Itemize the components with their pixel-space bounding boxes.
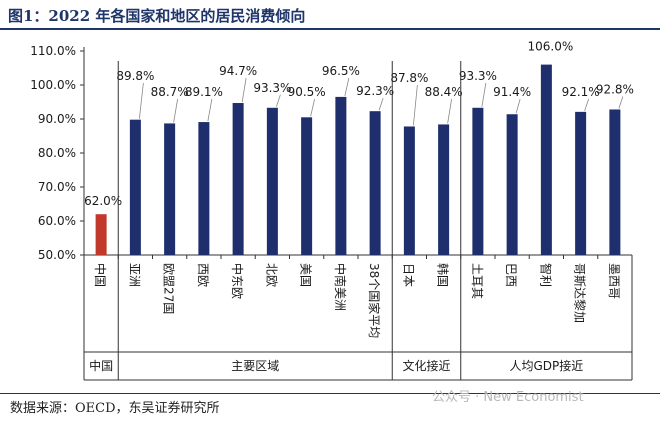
data-label-13: 106.0%	[527, 40, 573, 54]
bar-12	[506, 114, 518, 256]
bar-8	[369, 111, 381, 256]
data-label-10: 88.4%	[425, 85, 463, 99]
category-label-3: 西欧	[196, 263, 210, 287]
data-label-1: 89.8%	[116, 69, 154, 83]
data-label-leader	[618, 96, 624, 109]
category-label-13: 智利	[538, 263, 553, 287]
group-label-1: 主要区域	[231, 359, 279, 373]
bar-5	[266, 107, 278, 255]
data-label-0: 62.0%	[84, 194, 122, 208]
bar-7	[335, 96, 347, 256]
bar-10	[438, 124, 450, 255]
y-tick-label: 90.0%	[38, 112, 76, 126]
category-label-14: 哥斯达黎加	[573, 263, 587, 323]
y-tick-label: 60.0%	[38, 214, 76, 228]
y-tick-label: 80.0%	[38, 146, 76, 160]
category-label-12: 巴西	[504, 263, 518, 287]
bar-0	[95, 214, 107, 255]
bar-4	[232, 103, 244, 256]
category-label-2: 欧盟27国	[162, 263, 176, 314]
title-divider	[0, 28, 660, 30]
data-label-8: 92.3%	[356, 84, 394, 98]
data-label-leader	[241, 77, 247, 103]
data-label-leader	[412, 84, 418, 126]
category-label-6: 美国	[299, 263, 313, 287]
category-label-10: 韩国	[436, 263, 451, 287]
data-label-leader	[447, 98, 453, 124]
y-tick-label: 100.0%	[30, 78, 76, 92]
y-tick-label: 50.0%	[38, 248, 76, 262]
data-label-11: 93.3%	[459, 69, 497, 83]
data-label-3: 89.1%	[185, 85, 223, 99]
group-label-0: 中国	[89, 358, 113, 373]
bar-14	[575, 111, 587, 255]
data-label-9: 87.8%	[390, 71, 428, 85]
footer-divider	[0, 393, 660, 394]
data-label-leader	[378, 98, 384, 111]
data-label-4: 94.7%	[219, 64, 257, 78]
bar-11	[472, 107, 484, 255]
data-label-5: 93.3%	[253, 81, 291, 95]
data-label-12: 91.4%	[493, 85, 531, 99]
category-label-5: 北欧	[264, 263, 278, 287]
bar-13	[540, 64, 552, 255]
data-label-leader	[344, 77, 350, 96]
bar-9	[403, 126, 415, 255]
y-tick-label: 70.0%	[38, 180, 76, 194]
category-label-8: 38个国家平均	[367, 263, 382, 338]
category-label-15: 墨西哥	[607, 263, 621, 299]
data-label-leader	[173, 98, 179, 123]
category-label-11: 土耳其	[470, 263, 484, 299]
bar-6	[301, 117, 313, 255]
bar-15	[609, 109, 621, 255]
category-label-4: 中东欧	[230, 263, 245, 299]
bar-2	[164, 123, 176, 255]
group-label-2: 文化接近	[402, 358, 450, 373]
title-bar: 图1：2022 年各国家和地区的居民消费倾向	[0, 0, 660, 30]
figure-title: 图1：2022 年各国家和地区的居民消费倾向	[8, 7, 306, 25]
data-label-leader	[584, 98, 590, 111]
category-label-0: 中国	[93, 263, 108, 287]
consumption-propensity-bar-chart: 50.0% 60.0% 70.0% 80.0% 90.0% 100.0% 110.0% 62.…	[30, 40, 634, 381]
source-note: 数据来源：OECD，东吴证券研究所	[10, 401, 220, 416]
watermark-text: 公众号 · New Economist	[432, 390, 584, 405]
bar-3	[198, 122, 210, 255]
group-label-3: 人均GDP接近	[509, 358, 583, 373]
data-label-2: 88.7%	[151, 85, 189, 99]
bar-1	[129, 119, 141, 256]
category-label-9: 日本	[401, 263, 415, 287]
data-label-7: 96.5%	[322, 64, 360, 78]
data-label-15: 92.8%	[596, 82, 634, 96]
data-label-6: 90.5%	[288, 85, 326, 99]
data-label-leader	[481, 82, 487, 107]
data-label-leader	[207, 98, 213, 122]
data-label-leader	[515, 98, 521, 114]
data-label-leader	[275, 94, 281, 107]
category-label-1: 亚洲	[127, 263, 141, 287]
category-label-7: 中南美洲	[333, 263, 348, 311]
data-label-leader	[310, 98, 316, 117]
y-tick-label: 110.0%	[30, 44, 76, 58]
data-label-14: 92.1%	[562, 85, 600, 99]
data-label-leader	[138, 82, 144, 119]
